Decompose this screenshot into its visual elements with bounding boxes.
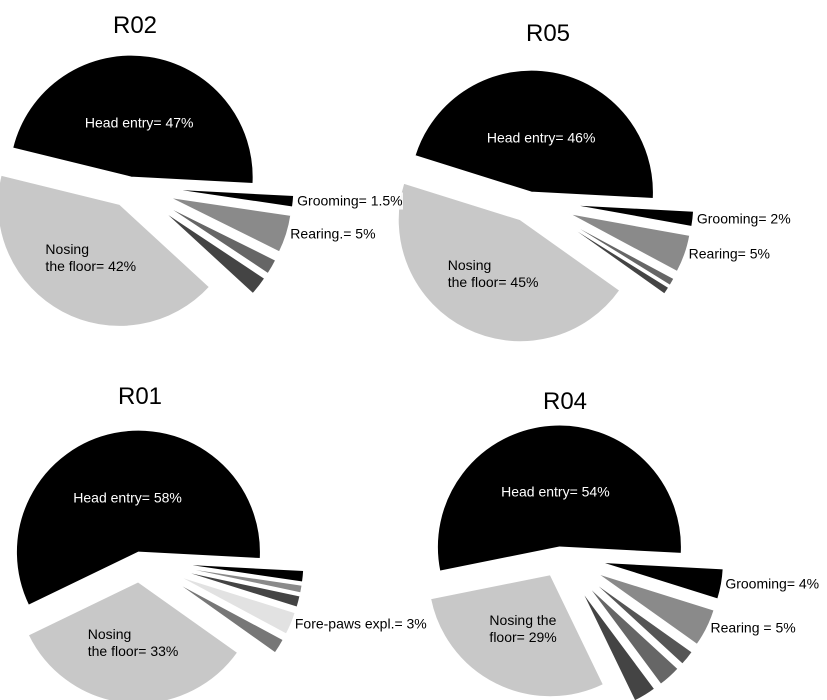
pie-slice: [414, 69, 654, 200]
pie-slice: [566, 220, 675, 286]
slice-label: Head entry= 46%: [486, 129, 596, 146]
slice-label: Nosing the floor= 33%: [87, 625, 179, 659]
pie-slice: [597, 573, 715, 646]
pie-title: R02: [112, 12, 158, 39]
slice-label: Nosing the floor= 45%: [447, 257, 539, 291]
pie-slice: [27, 581, 239, 700]
pie-slice: [436, 424, 682, 572]
slice-label: Rearing = 5%: [710, 619, 796, 637]
pie-slice: [166, 205, 277, 275]
slice-label: Head entry= 54%: [501, 483, 610, 500]
pie-slice: [169, 197, 292, 253]
pie-slice: [397, 182, 621, 343]
slice-label: Head entry= 47%: [84, 114, 194, 131]
slice-label: Grooming= 1.5%: [297, 192, 403, 210]
pie-slice: [178, 575, 296, 635]
slice-label: Grooming= 4%: [725, 575, 820, 593]
pie-slice: [601, 561, 724, 600]
slice-label: Rearing= 5%: [688, 245, 770, 263]
pie-slice: [171, 188, 295, 208]
pie-slice: [430, 574, 604, 698]
slice-label: Head entry= 58%: [73, 489, 182, 506]
pie-slice: [592, 581, 693, 665]
pie-slice: [581, 590, 656, 700]
pie-slice: [12, 54, 254, 184]
slice-label: Grooming= 2%: [696, 210, 791, 228]
pie-slice: [564, 222, 670, 295]
pie-slice: [15, 429, 261, 606]
pie-slice: [181, 566, 303, 594]
pie-slice: [569, 213, 691, 273]
pie-slice: [180, 570, 301, 608]
slice-label: Nosing the floor= 29%: [489, 612, 557, 646]
pie-title: R04: [542, 388, 588, 415]
slice-label: Rearing.= 5%: [290, 225, 376, 243]
slice-label: Nosing the floor= 42%: [45, 241, 137, 275]
pie-slice: [587, 585, 679, 685]
pie-slice: [162, 210, 266, 295]
pie-slice: [181, 563, 305, 583]
pie-slice: [0, 174, 211, 327]
pie-slice: [571, 204, 695, 228]
slice-label: Fore-paws expl.= 3%: [294, 615, 427, 633]
pie-title: R01: [117, 383, 163, 410]
pie-title: R05: [525, 20, 571, 47]
pie-slice: [175, 581, 284, 654]
